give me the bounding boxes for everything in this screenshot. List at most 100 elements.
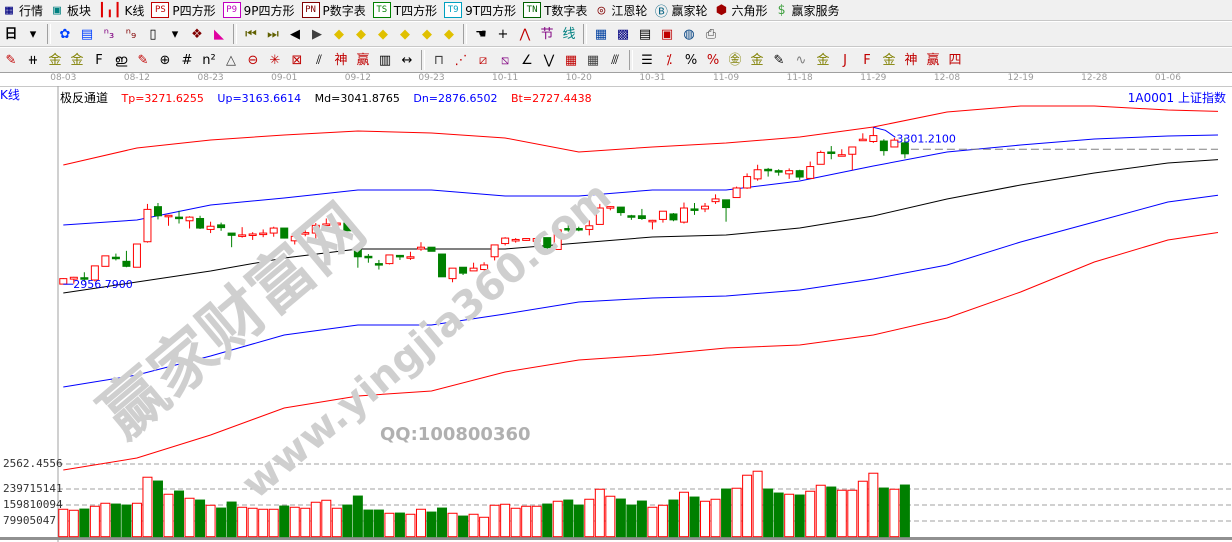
angle-icon[interactable]: ∠ bbox=[521, 52, 533, 68]
expand-icon[interactable]: ◆ bbox=[422, 26, 432, 42]
menu-item-dollar-service[interactable]: $ 赢家服务 bbox=[774, 2, 840, 19]
god-angle-icon[interactable]: 神 bbox=[904, 52, 918, 68]
menu-item-quotes-table[interactable]: ▦ 行情 bbox=[2, 2, 43, 19]
wave3-icon[interactable]: ⁿ₃ bbox=[103, 26, 115, 42]
volume-bar bbox=[216, 507, 227, 538]
expand-all-icon[interactable]: ◆ bbox=[444, 26, 454, 42]
box-fan2-icon[interactable]: ⧅ bbox=[500, 52, 510, 68]
dollar-service-icon: $ bbox=[777, 2, 786, 18]
zoom-h-icon[interactable]: ◆ bbox=[378, 26, 388, 42]
menu-item-winner-wheel[interactable]: Ⓑ 赢家轮 bbox=[654, 2, 708, 20]
v-icon[interactable]: ⋁ bbox=[543, 52, 555, 68]
gold-level-icon[interactable]: 金 bbox=[750, 52, 764, 68]
t-number-table-icon: TN bbox=[523, 2, 542, 18]
security-name[interactable]: 1A0001 上证指数 bbox=[1127, 91, 1226, 105]
circle-ruler-icon[interactable]: ⊕ bbox=[159, 52, 171, 68]
period-dropdown-icon[interactable]: ▾ bbox=[29, 26, 37, 42]
box-fan-icon[interactable]: ⧄ bbox=[478, 52, 488, 68]
pen-icon[interactable]: ✎ bbox=[5, 52, 17, 68]
parallel-lines-icon[interactable]: ⧺ bbox=[27, 52, 39, 68]
menu-item-t-number-table[interactable]: TN T数字表 bbox=[523, 2, 587, 19]
menu-item-candlestick[interactable]: ┃╻┃ K线 bbox=[98, 2, 144, 19]
ruler-icon[interactable]: ▥ bbox=[378, 52, 392, 68]
pattern3-icon[interactable]: 线 bbox=[562, 26, 576, 42]
hatch-icon[interactable]: ⫻ bbox=[611, 52, 619, 68]
menu-item-9p-square[interactable]: P9 9P四方形 bbox=[222, 2, 295, 19]
percent-level-icon[interactable]: % bbox=[706, 52, 720, 68]
candle-up bbox=[416, 246, 425, 250]
menu-item-gann-wheel[interactable]: ◎ 江恩轮 bbox=[594, 2, 648, 19]
calculator-icon[interactable]: ▩ bbox=[616, 26, 630, 42]
candle-down bbox=[427, 246, 436, 252]
notes-icon[interactable]: ▤ bbox=[80, 26, 94, 42]
band-top-red bbox=[63, 105, 1219, 166]
line-tool-icon[interactable]: ⋀ bbox=[519, 26, 531, 42]
next-icon[interactable]: ▶ bbox=[312, 26, 322, 42]
n2-icon[interactable]: n² bbox=[202, 52, 216, 68]
hand-icon[interactable]: ☚ bbox=[475, 26, 487, 42]
volume-bar bbox=[489, 504, 500, 538]
gold-angle-icon[interactable]: 金 bbox=[882, 52, 896, 68]
f-angle-icon[interactable]: F bbox=[863, 52, 871, 68]
wave-level-icon[interactable]: ∿ bbox=[795, 52, 807, 68]
flag-chart-icon[interactable]: ◣ bbox=[214, 26, 224, 42]
print-icon[interactable]: ⎙ bbox=[705, 26, 717, 42]
volume-bar bbox=[594, 488, 605, 538]
grid-lines-icon[interactable]: # bbox=[181, 52, 193, 68]
calendar-icon[interactable]: ▦ bbox=[594, 26, 608, 42]
pen-level-icon[interactable]: ✎ bbox=[773, 52, 785, 68]
menu-item-p-square[interactable]: PS P四方形 bbox=[151, 2, 216, 19]
menu-item-hexagon[interactable]: ⬢ 六角形 bbox=[714, 2, 768, 19]
menu-item-t-square[interactable]: TS T四方形 bbox=[372, 2, 437, 19]
triangle-icon[interactable]: △ bbox=[226, 52, 236, 68]
width-icon[interactable]: ↔ bbox=[401, 52, 413, 68]
prev-icon[interactable]: ◀ bbox=[290, 26, 300, 42]
move-right-icon[interactable]: ◆ bbox=[356, 26, 366, 42]
candle-down bbox=[122, 260, 131, 267]
candle-type-icon[interactable]: ▯ bbox=[149, 26, 157, 42]
box-star-icon[interactable]: ⊠ bbox=[291, 52, 303, 68]
move-left-icon[interactable]: ◆ bbox=[334, 26, 344, 42]
box-tool-icon[interactable]: ⊓ bbox=[433, 52, 445, 68]
win-angle-icon[interactable]: 赢 bbox=[926, 52, 940, 68]
wave9-icon[interactable]: ⁿ₉ bbox=[125, 26, 137, 42]
percent-icon[interactable]: % bbox=[684, 52, 698, 68]
grid2-icon[interactable]: ▦ bbox=[586, 52, 600, 68]
network-icon[interactable]: ◍ bbox=[683, 26, 695, 42]
dropdown-icon[interactable]: ▾ bbox=[171, 26, 179, 42]
fan-icon[interactable]: ⋰ bbox=[454, 52, 468, 68]
win-icon[interactable]: 赢 bbox=[356, 52, 370, 68]
last-icon[interactable]: ⏭ bbox=[267, 26, 279, 42]
shrink-icon[interactable]: ◆ bbox=[400, 26, 410, 42]
star-icon[interactable]: ✳ bbox=[269, 52, 281, 68]
gold-band-icon[interactable]: 金 bbox=[816, 52, 830, 68]
percent-line-icon[interactable]: ⁒ bbox=[666, 52, 672, 68]
gold-icon[interactable]: 金 bbox=[48, 52, 62, 68]
menu-item-sector-blocks[interactable]: ▣ 板块 bbox=[50, 2, 91, 19]
slash-icon[interactable]: ⫽ bbox=[316, 52, 322, 68]
four-angle-icon[interactable]: 四 bbox=[948, 52, 962, 68]
crosshair-icon[interactable]: + bbox=[497, 26, 509, 42]
grid-icon[interactable]: ▦ bbox=[564, 52, 578, 68]
map-icon[interactable]: ❖ bbox=[191, 26, 203, 42]
volume-bar bbox=[542, 503, 553, 538]
first-icon[interactable]: ⏮ bbox=[245, 26, 257, 42]
pattern-icon[interactable]: ✿ bbox=[59, 26, 71, 42]
spiral-icon[interactable]: ഇ bbox=[114, 52, 128, 68]
j-angle-icon[interactable]: J bbox=[843, 52, 847, 68]
pattern2-icon[interactable]: 节 bbox=[540, 26, 554, 42]
f-line-icon[interactable]: F bbox=[95, 52, 103, 68]
god-icon[interactable]: 神 bbox=[334, 52, 348, 68]
period-select[interactable]: 日 bbox=[4, 26, 18, 42]
gold-circle-icon[interactable]: ㊎ bbox=[728, 52, 742, 68]
candle-up bbox=[311, 224, 320, 234]
gann-circle-icon[interactable]: ⊖ bbox=[247, 52, 259, 68]
save-icon[interactable]: ▣ bbox=[660, 26, 674, 42]
menu-item-9t-square[interactable]: T9 9T四方形 bbox=[444, 2, 516, 19]
level-icon[interactable]: ☰ bbox=[641, 52, 653, 68]
menu-item-p-number-table[interactable]: PN P数字表 bbox=[301, 2, 366, 19]
gold2-icon[interactable]: 金 bbox=[70, 52, 84, 68]
pen2-icon[interactable]: ✎ bbox=[137, 52, 149, 68]
document-icon[interactable]: ▤ bbox=[638, 26, 652, 42]
